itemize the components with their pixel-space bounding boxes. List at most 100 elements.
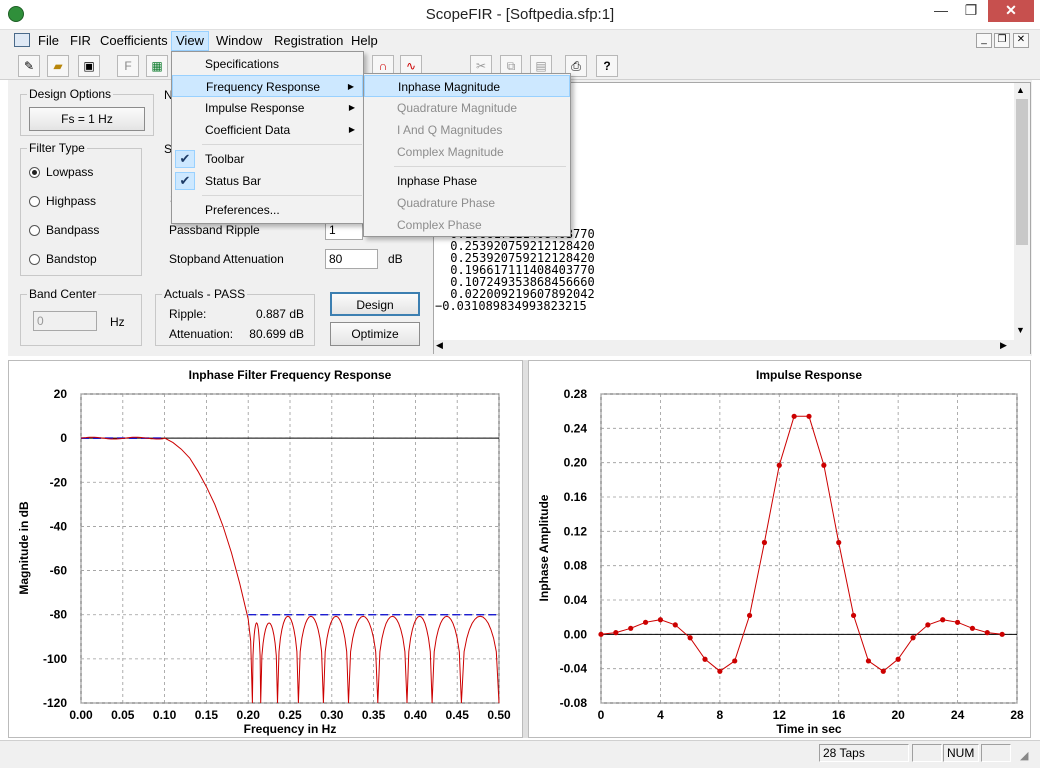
- impulse-point: [732, 658, 738, 664]
- scroll-left-icon[interactable]: ◀: [436, 340, 443, 350]
- app-tree-icon[interactable]: [8, 6, 24, 22]
- impulse-point: [910, 635, 916, 641]
- x-tick-label: 0.25: [278, 708, 302, 722]
- scroll-right-icon[interactable]: ▶: [1000, 340, 1007, 350]
- menu-item-coefficient-data[interactable]: Coefficient Data ▶: [172, 119, 363, 141]
- mdi-restore-button[interactable]: ❐: [994, 33, 1010, 48]
- optimize-button[interactable]: Optimize: [330, 322, 420, 346]
- open-folder-icon[interactable]: ▰: [47, 55, 69, 77]
- menu-item-label: Status Bar: [205, 174, 262, 188]
- context-help-icon[interactable]: ?: [596, 55, 618, 77]
- menu-fir[interactable]: FIR: [70, 33, 91, 48]
- design-button[interactable]: Design: [330, 292, 420, 316]
- horizontal-scrollbar[interactable]: ◀ ▶: [434, 340, 1030, 354]
- y-tick-label: -80: [50, 608, 68, 622]
- impulse-point: [598, 631, 604, 637]
- impulse-point: [806, 413, 812, 419]
- menu-item-quadrature-phase: Quadrature Phase: [397, 196, 496, 210]
- sample-frequency-icon[interactable]: F: [117, 55, 139, 77]
- impulse-point: [642, 619, 649, 625]
- save-disk-icon[interactable]: ▣: [78, 55, 100, 77]
- menu-view[interactable]: View: [171, 31, 209, 51]
- checkmark-icon: ✔: [175, 150, 195, 168]
- radio-lowpass-label: Lowpass: [46, 165, 94, 179]
- stopband-attenuation-input[interactable]: 80: [325, 249, 378, 269]
- menu-item-complex-phase: Complex Phase: [397, 218, 482, 232]
- menu-file[interactable]: File: [38, 33, 59, 48]
- radio-selected-icon: [29, 167, 40, 178]
- menu-item-status-bar[interactable]: ✔ Status Bar: [172, 170, 363, 192]
- radio-bandstop[interactable]: Bandstop: [29, 252, 97, 266]
- minimize-button[interactable]: —: [934, 2, 948, 18]
- x-tick-label: 0.30: [320, 708, 344, 722]
- print-icon[interactable]: ⎙: [565, 55, 587, 77]
- menu-item-specifications[interactable]: Specifications: [205, 57, 280, 71]
- menu-item-impulse-response[interactable]: Impulse Response ▶: [172, 97, 363, 119]
- x-axis-label: Frequency in Hz: [244, 722, 337, 736]
- x-tick-label: 0.50: [487, 708, 511, 722]
- x-tick-label: 0.00: [69, 708, 93, 722]
- menu-registration[interactable]: Registration: [274, 33, 344, 48]
- mdi-close-button[interactable]: ✕: [1013, 33, 1029, 48]
- impulse-point: [687, 635, 693, 641]
- status-empty-cell: [981, 744, 1011, 762]
- menu-item-label: Coefficient Data: [205, 123, 291, 137]
- coefficient-row: 0.253920759212128420: [443, 239, 595, 253]
- menu-coefficients[interactable]: Coefficients: [100, 33, 168, 48]
- impulse-point: [999, 631, 1005, 637]
- scroll-down-icon[interactable]: ▼: [1016, 325, 1025, 335]
- fs-button[interactable]: Fs = 1 Hz: [29, 107, 145, 131]
- impulse-point: [613, 630, 619, 636]
- vertical-scrollbar[interactable]: ▲ ▼: [1014, 83, 1030, 341]
- passband-ripple-label: Passband Ripple: [169, 223, 260, 237]
- window-grid-icon[interactable]: ▦: [146, 55, 168, 77]
- y-tick-label: 0.16: [564, 490, 588, 504]
- restore-button[interactable]: ❐: [964, 2, 978, 18]
- scroll-thumb[interactable]: [1016, 99, 1028, 245]
- close-button[interactable]: ✕: [988, 0, 1034, 22]
- splitter[interactable]: [523, 360, 528, 738]
- frequency-response-submenu: Inphase Magnitude Quadrature Magnitude I…: [363, 73, 571, 237]
- new-file-icon[interactable]: ✎: [18, 55, 40, 77]
- filter-type-group: Filter Type Lowpass Highpass Bandpass Ba…: [20, 141, 142, 276]
- design-options-group: Design Options Fs = 1 Hz: [20, 87, 154, 136]
- impulse-point: [791, 413, 797, 419]
- menu-item-preferences[interactable]: Preferences...: [205, 203, 280, 217]
- impulse-point: [940, 617, 946, 623]
- resize-grip-icon[interactable]: ◢: [1020, 750, 1029, 762]
- coefficient-row: 0.107249353868456660: [443, 275, 595, 289]
- status-taps: 28 Taps: [819, 744, 909, 762]
- menu-help[interactable]: Help: [351, 33, 378, 48]
- impulse-point: [925, 622, 931, 628]
- radio-lowpass[interactable]: Lowpass: [29, 165, 93, 179]
- scroll-up-icon[interactable]: ▲: [1016, 85, 1025, 95]
- impulse-point: [850, 612, 857, 619]
- y-tick-label: -40: [50, 519, 68, 533]
- menu-item-toolbar[interactable]: ✔ Toolbar: [172, 148, 363, 170]
- y-tick-label: 0.28: [564, 387, 588, 401]
- x-tick-label: 28: [1010, 708, 1024, 722]
- menu-item-inphase-phase[interactable]: Inphase Phase: [397, 174, 478, 188]
- impulse-point: [702, 656, 708, 662]
- radio-bandpass-label: Bandpass: [46, 223, 100, 237]
- x-tick-label: 24: [951, 708, 965, 722]
- document-icon[interactable]: [14, 33, 30, 47]
- band-center-title: Band Center: [27, 287, 99, 301]
- menu-item-inphase-magnitude[interactable]: Inphase Magnitude: [364, 75, 570, 97]
- menu-window[interactable]: Window: [216, 33, 263, 48]
- radio-bandpass[interactable]: Bandpass: [29, 223, 99, 237]
- menu-item-label: Impulse Response: [205, 101, 305, 115]
- menu-separator: [202, 144, 362, 145]
- menu-item-frequency-response[interactable]: Frequency Response ▶: [172, 75, 363, 97]
- partial-group-label: N: [164, 88, 173, 102]
- filter-type-title: Filter Type: [27, 141, 87, 155]
- coefficient-row: 0.196617111408403770: [443, 263, 595, 277]
- stopband-attenuation-label: Stopband Attenuation: [169, 252, 284, 266]
- impulse-point: [628, 625, 634, 631]
- mdi-minimize-button[interactable]: _: [976, 33, 992, 48]
- y-tick-label: 0.00: [564, 627, 588, 641]
- checkmark-icon: ✔: [175, 172, 195, 190]
- coefficient-row: −0.031089834993823215: [435, 299, 587, 313]
- impulse-point: [746, 612, 753, 619]
- radio-highpass[interactable]: Highpass: [29, 194, 96, 208]
